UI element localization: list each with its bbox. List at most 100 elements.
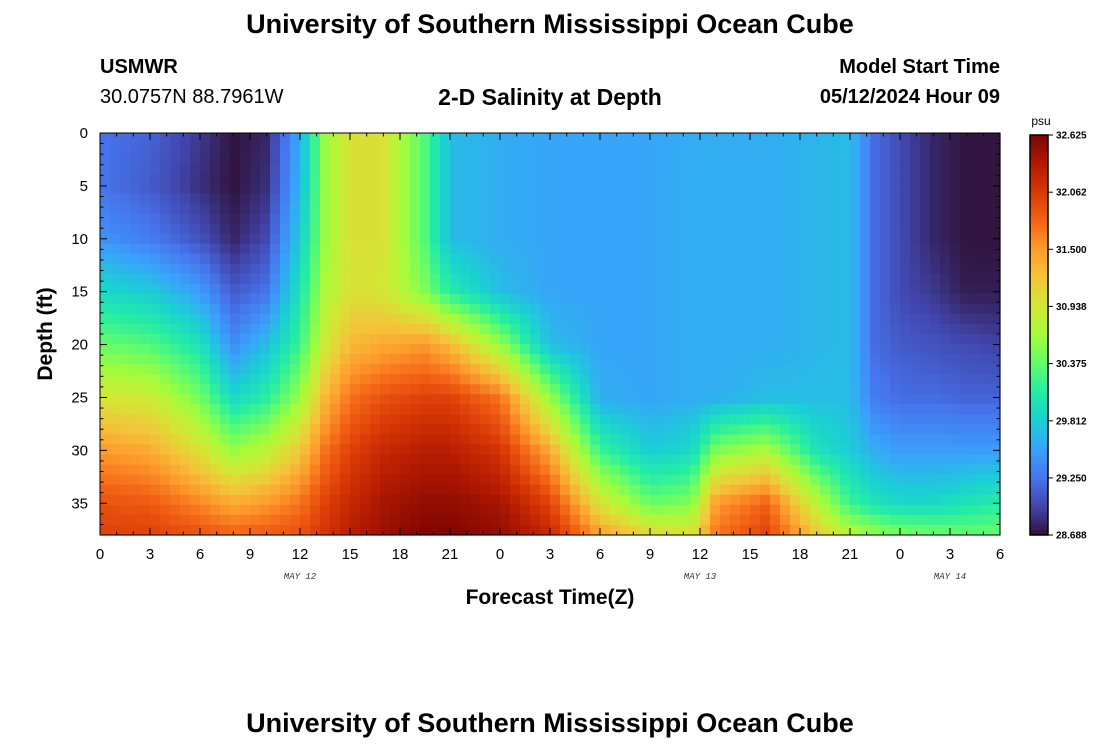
heatmap-cell xyxy=(850,273,861,285)
heatmap-cell xyxy=(150,283,161,295)
heatmap-cell xyxy=(910,263,921,275)
heatmap-cell xyxy=(770,444,781,456)
heatmap-cell xyxy=(120,384,131,395)
heatmap-cell xyxy=(220,354,231,365)
heatmap-cell xyxy=(890,173,901,184)
heatmap-cell xyxy=(780,233,791,245)
heatmap-cell xyxy=(950,454,961,466)
heatmap-cell xyxy=(970,484,981,496)
heatmap-cell xyxy=(350,213,361,225)
heatmap-cell xyxy=(580,424,591,436)
heatmap-cell xyxy=(860,323,871,335)
heatmap-cell xyxy=(770,404,781,415)
heatmap-cell xyxy=(710,444,721,456)
heatmap-cell xyxy=(280,464,291,476)
heatmap-cell xyxy=(560,233,571,245)
heatmap-cell xyxy=(750,163,761,174)
heatmap-cell xyxy=(510,404,521,415)
heatmap-cell xyxy=(710,494,721,506)
heatmap-cell xyxy=(840,434,851,446)
heatmap-cell xyxy=(270,454,281,466)
heatmap-cell xyxy=(280,233,291,245)
heatmap-cell xyxy=(730,474,741,486)
heatmap-cell xyxy=(350,524,361,536)
heatmap-cell xyxy=(400,444,411,456)
heatmap-cell xyxy=(700,524,711,536)
heatmap-cell xyxy=(920,444,931,456)
heatmap-cell xyxy=(790,334,801,345)
heatmap-cell xyxy=(540,223,551,235)
heatmap-cell xyxy=(720,494,731,506)
heatmap-cell xyxy=(620,163,631,174)
heatmap-cell xyxy=(700,374,711,385)
heatmap-cell xyxy=(550,364,561,375)
heatmap-cell xyxy=(370,163,381,174)
heatmap-cell xyxy=(730,203,741,214)
heatmap-cell xyxy=(970,384,981,395)
heatmap-cell xyxy=(580,394,591,405)
heatmap-cell xyxy=(370,193,381,204)
heatmap-cell xyxy=(520,153,531,164)
heatmap-cell xyxy=(750,354,761,365)
heatmap-cell xyxy=(160,454,171,466)
heatmap-cell xyxy=(200,183,211,194)
heatmap-cell xyxy=(890,213,901,225)
heatmap-cell xyxy=(850,444,861,456)
heatmap-cell xyxy=(150,514,161,526)
heatmap xyxy=(100,133,1001,536)
heatmap-cell xyxy=(800,153,811,164)
heatmap-cell xyxy=(770,394,781,405)
heatmap-cell xyxy=(740,243,751,255)
heatmap-cell xyxy=(420,313,431,325)
heatmap-cell xyxy=(790,414,801,426)
heatmap-cell xyxy=(210,494,221,506)
heatmap-cell xyxy=(980,434,991,446)
heatmap-cell xyxy=(100,213,111,225)
heatmap-cell xyxy=(520,494,531,506)
heatmap-cell xyxy=(740,494,751,506)
heatmap-cell xyxy=(490,133,501,144)
heatmap-cell xyxy=(960,133,971,144)
heatmap-cell xyxy=(140,153,151,164)
heatmap-cell xyxy=(650,293,661,305)
heatmap-cell xyxy=(610,484,621,496)
heatmap-cell xyxy=(990,464,1001,476)
heatmap-cell xyxy=(530,133,541,144)
heatmap-cell xyxy=(270,213,281,225)
heatmap-cell xyxy=(370,404,381,415)
heatmap-cell xyxy=(370,273,381,285)
heatmap-cell xyxy=(320,133,331,144)
heatmap-cell xyxy=(190,263,201,275)
heatmap-cell xyxy=(510,243,521,255)
heatmap-cell xyxy=(110,193,121,204)
heatmap-cell xyxy=(890,193,901,204)
heatmap-cell xyxy=(490,494,501,506)
heatmap-cell xyxy=(650,173,661,184)
heatmap-cell xyxy=(420,354,431,365)
heatmap-cell xyxy=(270,133,281,144)
heatmap-cell xyxy=(570,153,581,164)
heatmap-cell xyxy=(190,474,201,486)
heatmap-cell xyxy=(750,173,761,184)
heatmap-cell xyxy=(580,283,591,295)
heatmap-cell xyxy=(890,414,901,426)
heatmap-cell xyxy=(690,133,701,144)
heatmap-cell xyxy=(220,293,231,305)
heatmap-cell xyxy=(500,494,511,506)
heatmap-cell xyxy=(900,524,911,536)
heatmap-cell xyxy=(350,263,361,275)
heatmap-cell xyxy=(210,424,221,436)
heatmap-cell xyxy=(120,203,131,214)
heatmap-cell xyxy=(970,354,981,365)
heatmap-cell xyxy=(500,303,511,315)
heatmap-cell xyxy=(230,414,241,426)
heatmap-cell xyxy=(440,273,451,285)
heatmap-cell xyxy=(900,203,911,214)
heatmap-cell xyxy=(960,313,971,325)
heatmap-cell xyxy=(390,243,401,255)
heatmap-cell xyxy=(520,313,531,325)
heatmap-cell xyxy=(100,253,111,265)
heatmap-cell xyxy=(500,364,511,375)
heatmap-cell xyxy=(440,464,451,476)
heatmap-cell xyxy=(660,223,671,235)
